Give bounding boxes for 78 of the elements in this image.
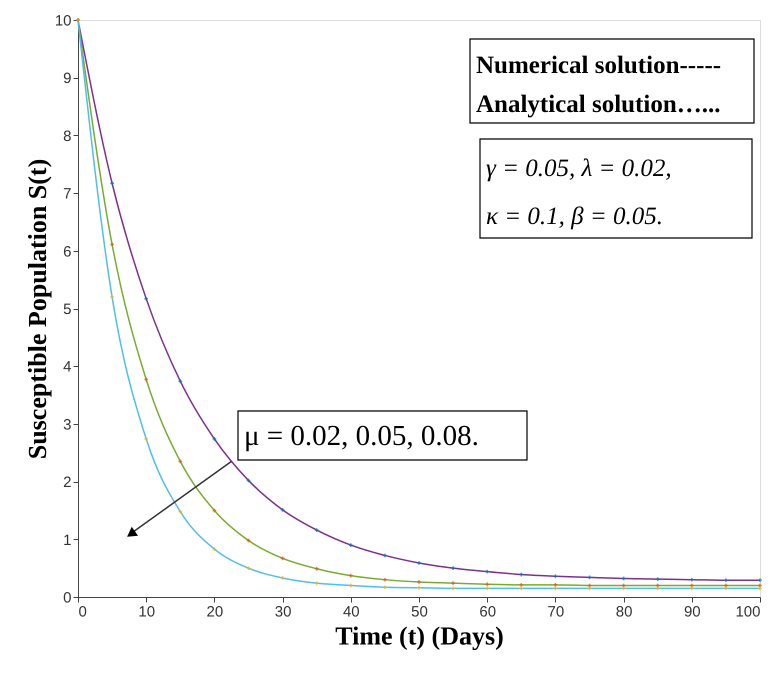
point xyxy=(451,581,455,586)
y-tick-label: 2 xyxy=(63,474,72,492)
point xyxy=(144,437,148,441)
y-tick-label: 1 xyxy=(63,532,72,549)
point xyxy=(417,561,421,565)
point xyxy=(144,378,148,382)
y-tick-label: 0 xyxy=(63,590,72,606)
y-tick-label: 8 xyxy=(63,128,72,145)
x-tick-label: 60 xyxy=(479,604,496,620)
x-tick-label: 70 xyxy=(548,604,564,620)
point xyxy=(485,570,490,574)
point xyxy=(656,586,660,590)
x-tick-label: 10 xyxy=(138,604,156,620)
x-tick-label: 100 xyxy=(735,604,760,620)
point xyxy=(383,578,387,582)
point xyxy=(246,538,250,542)
point xyxy=(110,181,114,186)
point xyxy=(485,586,490,590)
x-axis-title: Time (t) (Days) xyxy=(335,622,504,650)
point xyxy=(144,296,148,301)
annotation: γ = 0.05, λ = 0.02, xyxy=(486,155,672,182)
point xyxy=(724,578,728,582)
x-tick-label: 30 xyxy=(274,604,292,620)
y-tick-label: 7 xyxy=(63,186,72,203)
point xyxy=(110,242,114,246)
x-tick-label: 80 xyxy=(616,604,632,620)
annotation: μ = 0.02, 0.05, 0.08. xyxy=(244,420,479,452)
point xyxy=(178,379,182,384)
y-axis-title: Susceptible Population S(t) xyxy=(22,158,52,460)
point xyxy=(212,547,216,551)
annotation: Analytical solution…... xyxy=(476,91,720,118)
point xyxy=(110,295,114,299)
point xyxy=(724,586,728,590)
y-tick-label: 5 xyxy=(63,301,72,318)
point xyxy=(554,574,558,578)
point xyxy=(622,586,626,590)
x-tick-label: 20 xyxy=(206,604,224,620)
point xyxy=(383,585,387,590)
point xyxy=(383,554,387,558)
point xyxy=(348,584,353,588)
y-tick-label: 4 xyxy=(63,358,72,376)
point xyxy=(690,586,694,590)
point xyxy=(178,460,182,464)
annotation: κ = 0.1, β = 0.05. xyxy=(486,203,663,230)
point xyxy=(280,508,284,512)
x-tick-label: 50 xyxy=(411,604,428,620)
point xyxy=(212,508,216,512)
point xyxy=(519,583,524,587)
point xyxy=(690,578,694,582)
point xyxy=(314,528,319,532)
point xyxy=(451,586,455,590)
point xyxy=(348,574,353,578)
point xyxy=(417,580,421,584)
x-tick-label: 0 xyxy=(78,604,87,620)
point xyxy=(212,437,216,441)
point xyxy=(348,543,353,547)
y-tick-label: 3 xyxy=(63,416,72,434)
point xyxy=(314,581,319,586)
point xyxy=(178,510,182,514)
annotation: Numerical solution----- xyxy=(476,52,722,79)
point xyxy=(588,576,592,580)
point xyxy=(314,566,319,571)
point xyxy=(554,583,558,587)
y-tick-label: 10 xyxy=(54,12,72,30)
point xyxy=(554,586,558,590)
y-tick-label: 9 xyxy=(63,70,72,88)
point xyxy=(451,566,455,570)
point xyxy=(280,576,284,580)
point xyxy=(519,586,524,590)
x-tick-label: 40 xyxy=(342,604,360,620)
point xyxy=(246,478,250,482)
point xyxy=(622,576,626,580)
y-tick-label: 6 xyxy=(63,243,72,260)
point xyxy=(485,582,490,586)
point xyxy=(656,577,660,581)
point xyxy=(519,572,524,576)
point xyxy=(280,556,284,560)
x-tick-label: 90 xyxy=(684,604,701,620)
